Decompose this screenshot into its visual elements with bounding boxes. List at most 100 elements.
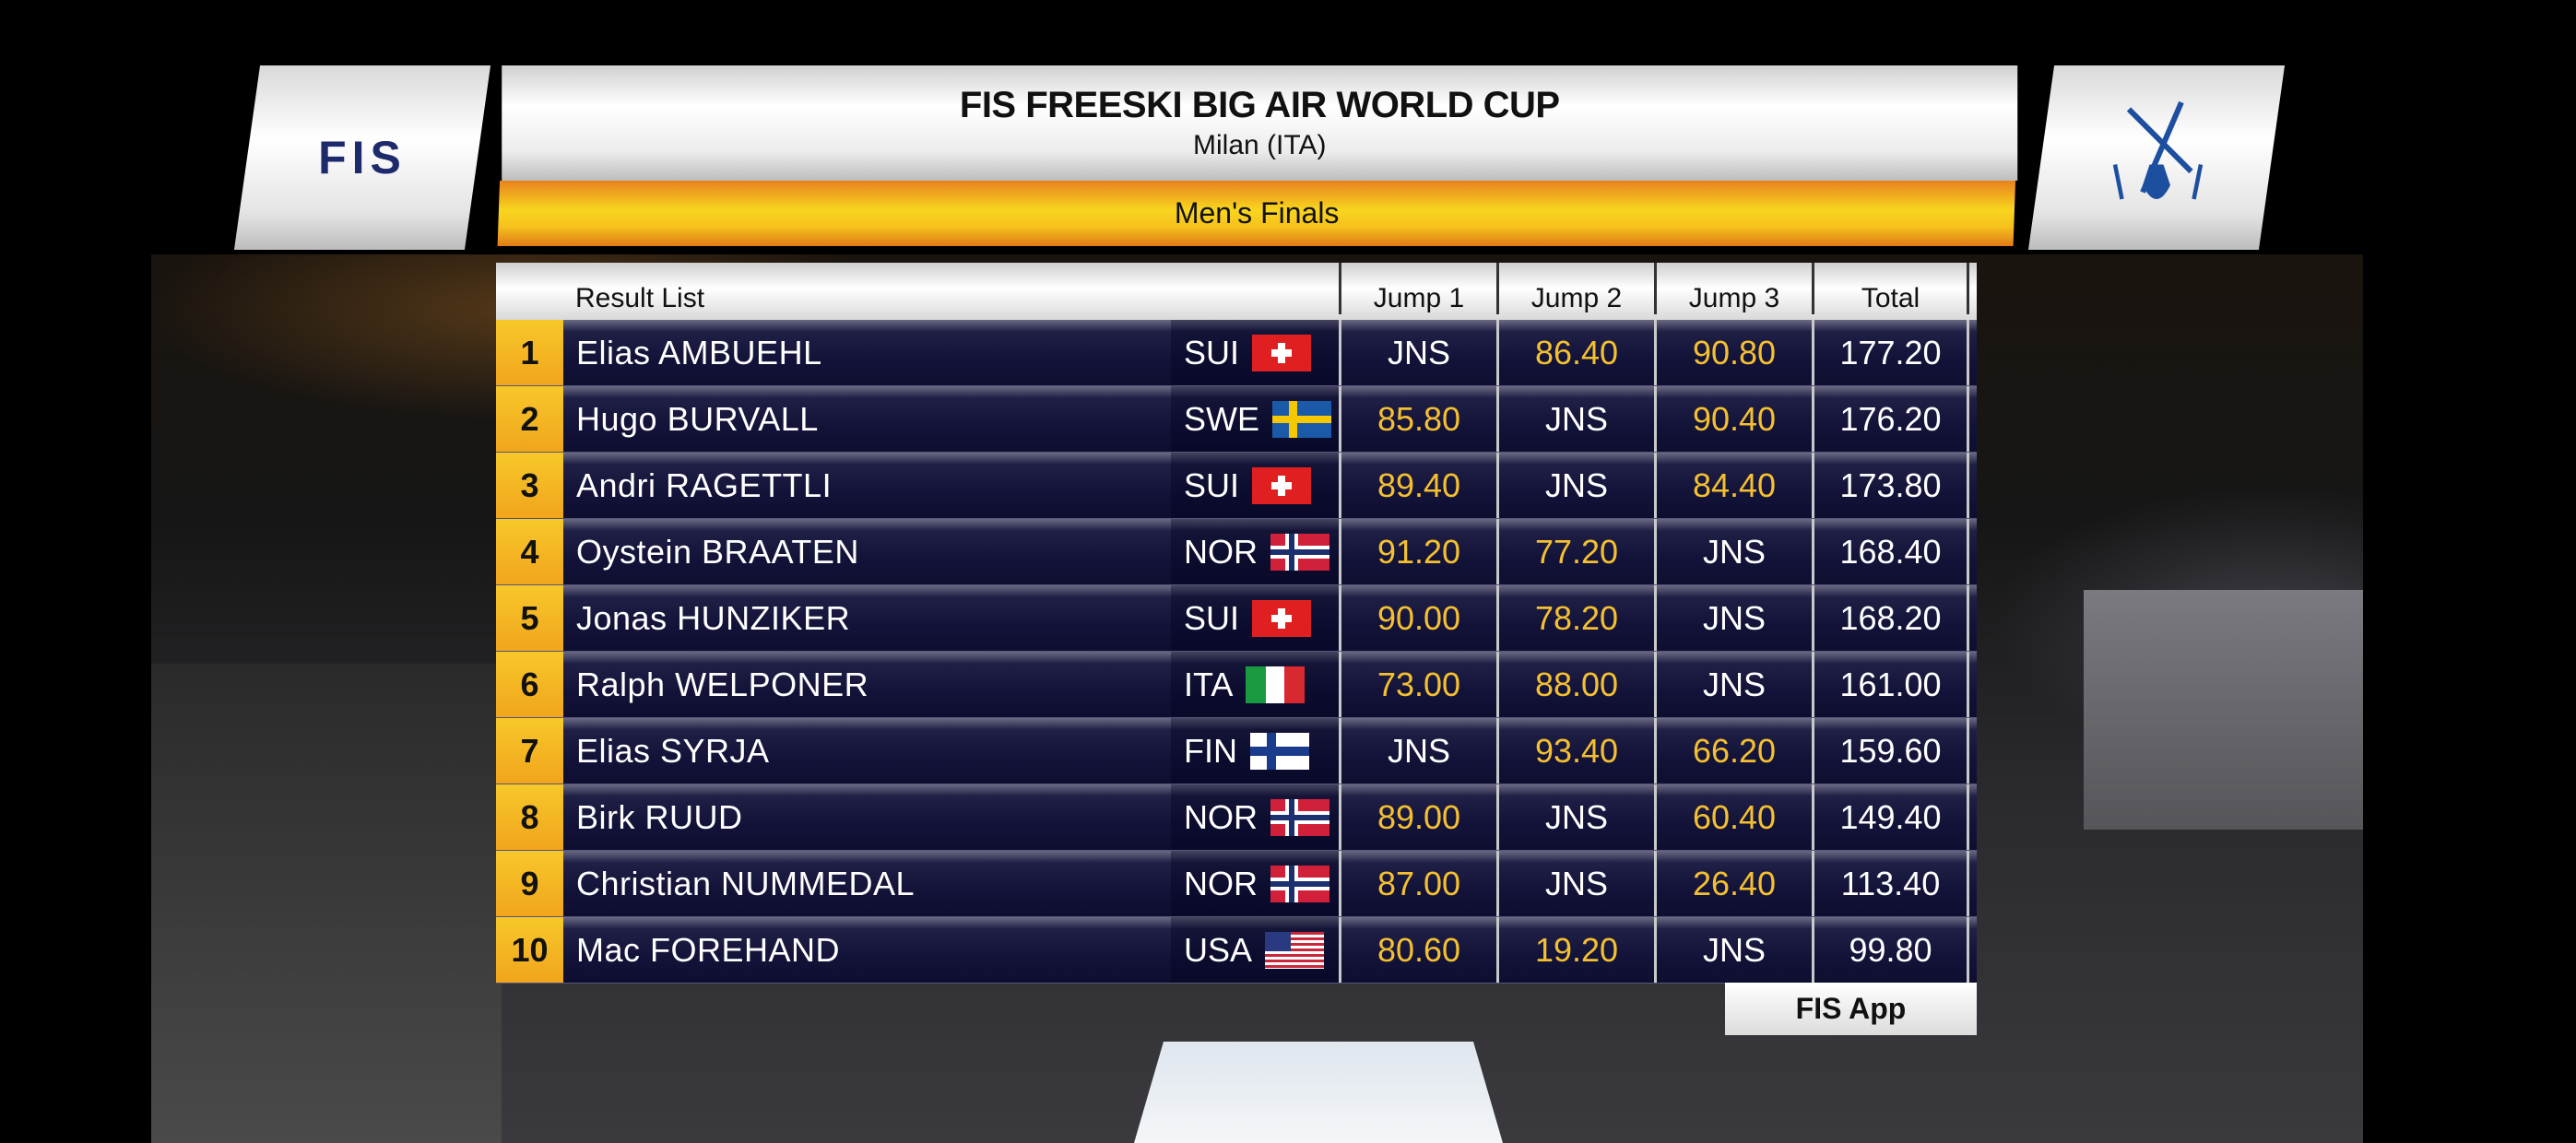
total-score: 168.20 xyxy=(1812,585,1969,651)
table-row: 2 Hugo BURVALL SWE 85.80 JNS 90.40 176.20 xyxy=(496,386,1977,453)
jump1-score: JNS xyxy=(1339,320,1496,385)
jump3-score: JNS xyxy=(1654,585,1812,651)
flag-usa-icon xyxy=(1265,931,1325,969)
flag-nor-icon xyxy=(1270,798,1329,836)
athlete-name: Elias AMBUEHL xyxy=(576,333,822,371)
nation: SUI xyxy=(1171,585,1339,651)
header-jump3: Jump 3 xyxy=(1688,283,1780,313)
event-location: Milan (ITA) xyxy=(1193,130,1327,160)
event-title: FIS FREESKI BIG AIR WORLD CUP xyxy=(959,85,1560,125)
rank: 8 xyxy=(496,784,563,850)
skier-icon xyxy=(2112,100,2204,200)
nation-code: FIN xyxy=(1184,731,1237,770)
jump3-score: JNS xyxy=(1654,917,1812,983)
jump2-score: JNS xyxy=(1496,784,1654,850)
jump3-score: 66.20 xyxy=(1654,718,1812,784)
rank: 10 xyxy=(496,917,563,983)
athlete-name: Andri RAGETTLI xyxy=(576,465,833,504)
event-round-label: Men's Finals xyxy=(1174,196,1340,230)
table-row: 6 Ralph WELPONER ITA 73.00 88.00 JNS 161.0… xyxy=(496,652,1977,718)
fis-logo: FIS xyxy=(233,65,491,250)
nation-code: NOR xyxy=(1184,532,1258,571)
nation: NOR xyxy=(1171,784,1339,850)
total-score: 177.20 xyxy=(1812,320,1969,385)
rank: 4 xyxy=(496,519,563,584)
flag-sui-icon xyxy=(1252,334,1312,371)
nation-code: USA xyxy=(1184,930,1253,969)
freeski-discipline-icon xyxy=(2027,65,2286,250)
jump2-score: JNS xyxy=(1496,386,1654,452)
athlete-name: Ralph WELPONER xyxy=(576,665,869,703)
rank: 1 xyxy=(496,320,563,385)
result-table: Result List Jump 1 Jump 2 Jump 3 Total 1… xyxy=(496,263,1977,984)
header-jump2: Jump 2 xyxy=(1530,283,1623,313)
event-round: Men's Finals xyxy=(497,181,2016,246)
flag-nor-icon xyxy=(1270,865,1329,902)
table-header: Result List Jump 1 Jump 2 Jump 3 Total xyxy=(496,263,1977,320)
jump1-score: 85.80 xyxy=(1339,386,1496,452)
total-score: 113.40 xyxy=(1812,851,1969,916)
table-row: 4 Oystein BRAATEN NOR 91.20 77.20 JNS 168.… xyxy=(496,519,1977,585)
title-panel: FIS FREESKI BIG AIR WORLD CUP Milan (ITA… xyxy=(497,65,2020,246)
fis-logo-text: FIS xyxy=(318,132,407,183)
athlete-name: Jonas HUNZIKER xyxy=(576,598,851,637)
jump3-score: 90.80 xyxy=(1654,320,1812,385)
nation-code: SUI xyxy=(1184,598,1240,637)
athlete-name: Mac FOREHAND xyxy=(576,930,841,969)
jump3-score: 84.40 xyxy=(1654,453,1812,518)
flag-fin-icon xyxy=(1250,732,1309,770)
nation: USA xyxy=(1171,917,1339,983)
rank: 5 xyxy=(496,585,563,651)
athlete-name: Hugo BURVALL xyxy=(576,399,819,438)
nation-code: ITA xyxy=(1184,665,1234,703)
jump1-score: 91.20 xyxy=(1339,519,1496,584)
rank: 2 xyxy=(496,386,563,452)
table-row: 3 Andri RAGETTLI SUI 89.40 JNS 84.40 173.8… xyxy=(496,453,1977,519)
table-row: 1 Elias AMBUEHL SUI JNS 86.40 90.80 177.20 xyxy=(496,320,1977,386)
rank: 7 xyxy=(496,718,563,784)
fis-app-badge: FIS App xyxy=(1725,983,1977,1035)
total-score: 161.00 xyxy=(1812,652,1969,717)
table-row: 10 Mac FOREHAND USA 80.60 19.20 JNS 99.80 xyxy=(496,917,1977,984)
total-score: 173.80 xyxy=(1812,453,1969,518)
nation: FIN xyxy=(1171,718,1339,784)
jump3-score: JNS xyxy=(1654,652,1812,717)
flag-swe-icon xyxy=(1272,400,1332,438)
jump2-score: 77.20 xyxy=(1496,519,1654,584)
nation-code: SWE xyxy=(1184,399,1260,438)
athlete-name: Christian NUMMEDAL xyxy=(576,864,916,902)
header-total: Total xyxy=(1861,283,1920,313)
flag-sui-icon xyxy=(1252,466,1312,504)
jump1-score: 80.60 xyxy=(1339,917,1496,983)
table-row: 7 Elias SYRJA FIN JNS 93.40 66.20 159.60 xyxy=(496,718,1977,784)
jump2-score: 93.40 xyxy=(1496,718,1654,784)
nation: SWE xyxy=(1171,386,1339,452)
total-score: 99.80 xyxy=(1812,917,1969,983)
flag-ita-icon xyxy=(1246,666,1306,703)
athlete-name: Oystein BRAATEN xyxy=(576,532,859,571)
nation: ITA xyxy=(1171,652,1339,717)
nation: NOR xyxy=(1171,519,1339,584)
athlete-name: Elias SYRJA xyxy=(576,731,770,770)
jump3-score: JNS xyxy=(1654,519,1812,584)
total-score: 168.40 xyxy=(1812,519,1969,584)
jump2-score: 78.20 xyxy=(1496,585,1654,651)
header-jump1: Jump 1 xyxy=(1373,283,1465,313)
jump2-score: JNS xyxy=(1496,453,1654,518)
jump2-score: 86.40 xyxy=(1496,320,1654,385)
nation-code: SUI xyxy=(1184,333,1240,371)
jump1-score: 73.00 xyxy=(1339,652,1496,717)
nation: SUI xyxy=(1171,453,1339,518)
flag-nor-icon xyxy=(1270,533,1329,571)
nation: NOR xyxy=(1171,851,1339,916)
rank: 9 xyxy=(496,851,563,916)
jump2-score: 88.00 xyxy=(1496,652,1654,717)
rank: 3 xyxy=(496,453,563,518)
flag-sui-icon xyxy=(1252,599,1312,637)
jump1-score: 89.00 xyxy=(1339,784,1496,850)
nation-code: NOR xyxy=(1184,797,1258,836)
nation: SUI xyxy=(1171,320,1339,385)
nation-code: NOR xyxy=(1184,864,1258,902)
building-left xyxy=(151,664,502,1143)
total-score: 159.60 xyxy=(1812,718,1969,784)
